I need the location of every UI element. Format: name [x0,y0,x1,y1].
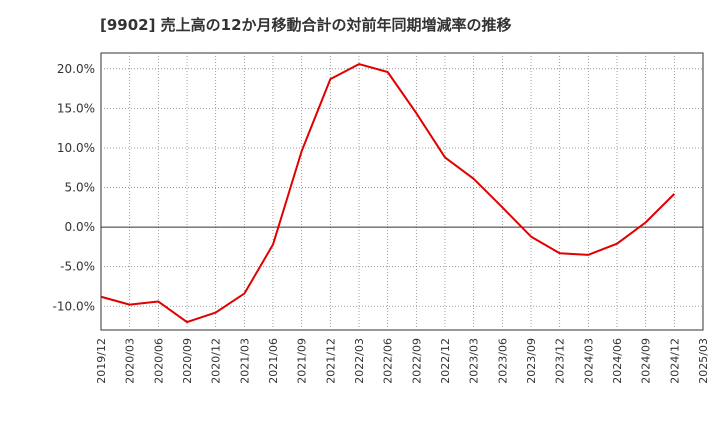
series-group [100,63,676,324]
x-tick-label: 2022/12 [439,338,452,384]
grid-lines [101,53,703,330]
y-tick-label: 10.0% [57,141,95,155]
x-tick-label: 2024/09 [640,338,653,384]
x-tick-label: 2022/09 [410,338,423,384]
y-tick-label: 0.0% [65,220,96,234]
x-tick-label: 2023/03 [468,338,481,384]
x-tick-label: 2024/12 [668,338,681,384]
x-tick-label: 2022/03 [353,338,366,384]
plot-area [100,52,704,331]
x-tick-label: 2025/03 [697,338,710,384]
y-tick-label: -10.0% [53,299,95,313]
x-tick-label: 2019/12 [95,338,108,384]
x-tick-label: 2020/12 [210,338,223,384]
x-tick-label: 2024/03 [582,338,595,384]
x-tick-label: 2023/12 [554,338,567,384]
x-tick-label: 2022/06 [382,338,395,384]
x-tick-label: 2021/09 [296,338,309,384]
chart-title: [9902] 売上高の12か月移動合計の対前年同期増減率の推移 [100,16,512,34]
x-tick-label: 2024/06 [611,338,624,384]
x-tick-label: 2023/06 [496,338,509,384]
y-tick-label: -5.0% [60,260,95,274]
x-tick-label: 2020/03 [124,338,137,384]
y-tick-label: 5.0% [65,181,96,195]
x-tick-label: 2023/09 [525,338,538,384]
x-tick-label: 2021/12 [324,338,337,384]
y-tick-label: 20.0% [57,62,95,76]
x-tick-label: 2020/09 [181,338,194,384]
x-tick-label: 2021/03 [238,338,251,384]
y-axis-ticks: 20.0% 15.0% 10.0% 5.0% 0.0% -5.0% -10.0% [53,62,95,313]
x-tick-label: 2021/06 [267,338,280,384]
y-tick-label: 15.0% [57,101,95,115]
x-axis-ticks: 2019/12 2020/03 2020/06 2020/09 2020/12 2021/… [95,338,710,384]
x-tick-label: 2020/06 [152,338,165,384]
